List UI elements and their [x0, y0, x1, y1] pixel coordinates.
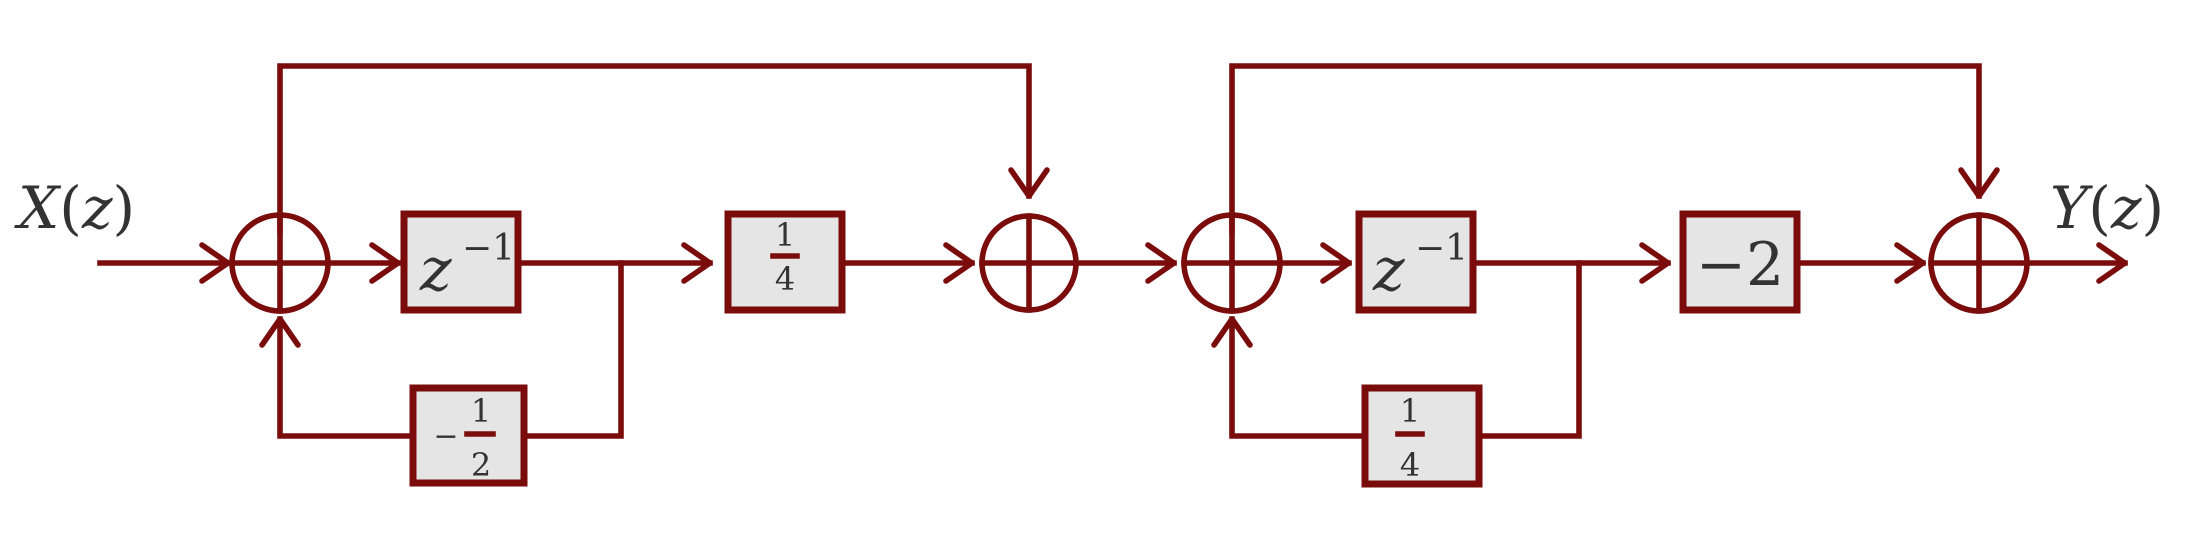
- feedback-branch-2: [1476, 260, 1582, 439]
- gain-neg-two-value: −2: [1696, 230, 1784, 300]
- input-arg: z: [81, 174, 113, 242]
- arrowhead: [1145, 242, 1177, 284]
- output-close-paren: ): [2142, 174, 2165, 242]
- bypass-wire-2: [1229, 63, 1982, 234]
- feedback-gain-neg-half: − 1 2: [409, 384, 528, 487]
- summing-junction-2: [979, 213, 1079, 313]
- delay-block-1: z −1: [400, 210, 522, 314]
- feedback-return-2: [1229, 316, 1366, 439]
- feedback-gain-sign: −: [433, 419, 458, 454]
- feedback-gain-quarter: 1 4: [1361, 384, 1483, 488]
- feedback-quarter-numerator: 1: [1400, 392, 1420, 430]
- summing-junction-4: [1928, 212, 2030, 314]
- signal-wires: [97, 63, 2128, 439]
- delay-2-base: z: [1372, 235, 1405, 305]
- input-var: X: [14, 174, 62, 242]
- arrowhead: [1958, 167, 2000, 199]
- arrowhead: [1639, 242, 1671, 284]
- arrowhead: [1008, 167, 1050, 199]
- feedback-gain-denominator: 2: [471, 446, 491, 484]
- delay-2-exponent: −1: [1415, 228, 1468, 269]
- input-close-paren: ): [113, 174, 136, 242]
- gain-block-quarter: 1 4: [724, 210, 846, 314]
- output-label: Y(z): [2050, 174, 2164, 242]
- feedback-quarter-denominator: 4: [1400, 446, 1420, 484]
- output-var: Y: [2050, 174, 2093, 242]
- delay-block-2: z −1: [1355, 210, 1477, 314]
- arrowhead: [1211, 316, 1253, 348]
- arrowhead: [199, 242, 231, 284]
- arrowhead: [369, 242, 401, 284]
- arrowhead: [681, 242, 713, 284]
- arrowhead: [1320, 242, 1352, 284]
- feedback-gain-numerator: 1: [471, 392, 491, 430]
- svg-text:Y(z): Y(z): [2050, 174, 2164, 242]
- arrowhead: [943, 242, 975, 284]
- arrowhead: [1894, 242, 1926, 284]
- input-label: X(z): [14, 174, 135, 242]
- output-arg: z: [2110, 174, 2142, 242]
- delay-1-exponent: −1: [462, 228, 515, 269]
- feedback-branch-1: [522, 260, 624, 439]
- summing-junction-3: [1181, 212, 1283, 314]
- svg-text:X(z): X(z): [14, 174, 135, 242]
- gain-quarter-numerator: 1: [775, 216, 795, 254]
- arrowhead: [259, 316, 301, 348]
- gain-block-neg-two: −2: [1679, 210, 1801, 314]
- delay-1-base: z: [419, 235, 452, 305]
- input-open-paren: (: [59, 174, 82, 242]
- arrowhead: [2096, 242, 2128, 284]
- feedback-return-1: [277, 316, 413, 439]
- summing-junction-1: [229, 212, 331, 314]
- bypass-wire-1: [277, 63, 1032, 234]
- output-open-paren: (: [2088, 174, 2111, 242]
- gain-quarter-denominator: 4: [775, 260, 795, 298]
- arrowheads: [199, 167, 2128, 348]
